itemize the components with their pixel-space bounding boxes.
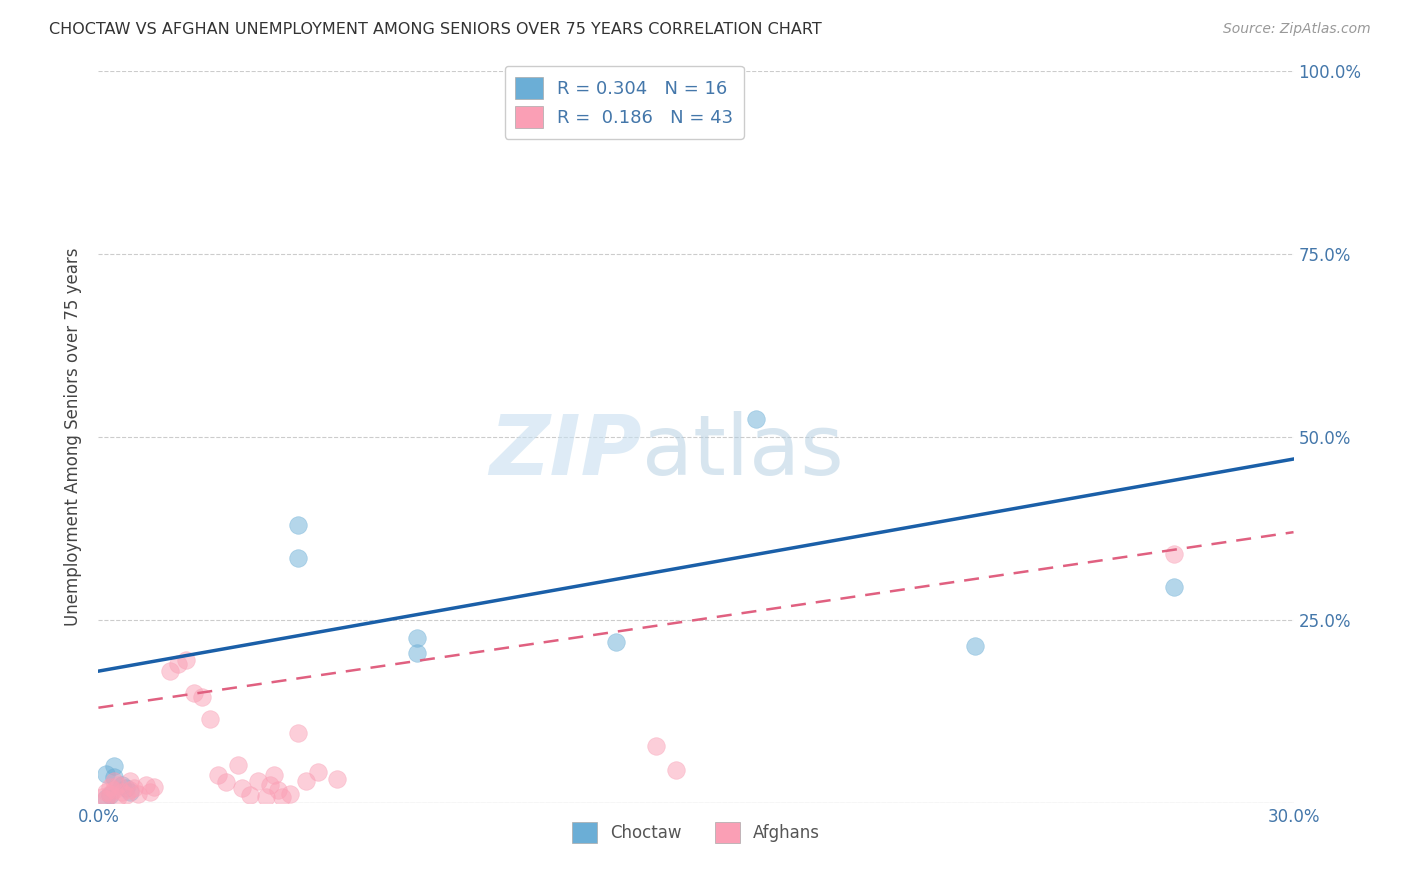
Point [98,789,122,803]
Point [174,653,197,667]
Point [645,739,668,753]
Point [103,770,125,784]
Point [745,412,768,426]
Legend: Choctaw, Afghans: Choctaw, Afghans [565,815,827,849]
Point [287,550,309,565]
Point [111,785,134,799]
Point [98,780,122,794]
Text: ZIP: ZIP [489,411,643,492]
Point [127,787,149,801]
Point [1163,580,1185,594]
Point [120,785,142,799]
Point [120,773,142,788]
Point [239,789,262,803]
Point [254,789,277,804]
Point [107,778,129,792]
Point [98,787,122,801]
Point [270,789,292,804]
Point [96,790,118,805]
Point [103,773,125,788]
Point [287,726,309,740]
Point [96,766,118,780]
Point [103,759,125,773]
Point [406,632,429,646]
Point [215,775,238,789]
Point [665,763,688,777]
Point [307,765,329,780]
Point [107,789,129,804]
Point [115,781,138,796]
Point [1163,547,1185,561]
Point [115,789,138,803]
Text: Source: ZipAtlas.com: Source: ZipAtlas.com [1223,22,1371,37]
Point [963,639,986,653]
Point [120,782,142,797]
Point [231,781,253,796]
Point [207,768,229,782]
Point [91,789,114,804]
Point [103,782,125,797]
Point [96,792,118,806]
Point [326,772,349,787]
Point [198,712,221,726]
Point [226,757,249,772]
Point [278,787,301,801]
Point [294,773,316,788]
Point [135,778,157,792]
Point [605,635,627,649]
Text: atlas: atlas [643,411,844,492]
Point [406,646,429,660]
Point [139,785,162,799]
Point [263,768,285,782]
Point [159,664,181,678]
Point [167,657,190,671]
Text: CHOCTAW VS AFGHAN UNEMPLOYMENT AMONG SENIORS OVER 75 YEARS CORRELATION CHART: CHOCTAW VS AFGHAN UNEMPLOYMENT AMONG SEN… [49,22,823,37]
Point [143,780,166,794]
Point [111,778,134,792]
Point [246,773,269,788]
Y-axis label: Unemployment Among Seniors over 75 years: Unemployment Among Seniors over 75 years [65,248,83,626]
Point [259,778,281,792]
Point [287,517,309,532]
Point [96,785,118,799]
Point [267,782,290,797]
Point [124,781,146,796]
Point [183,686,205,700]
Point [191,690,214,704]
